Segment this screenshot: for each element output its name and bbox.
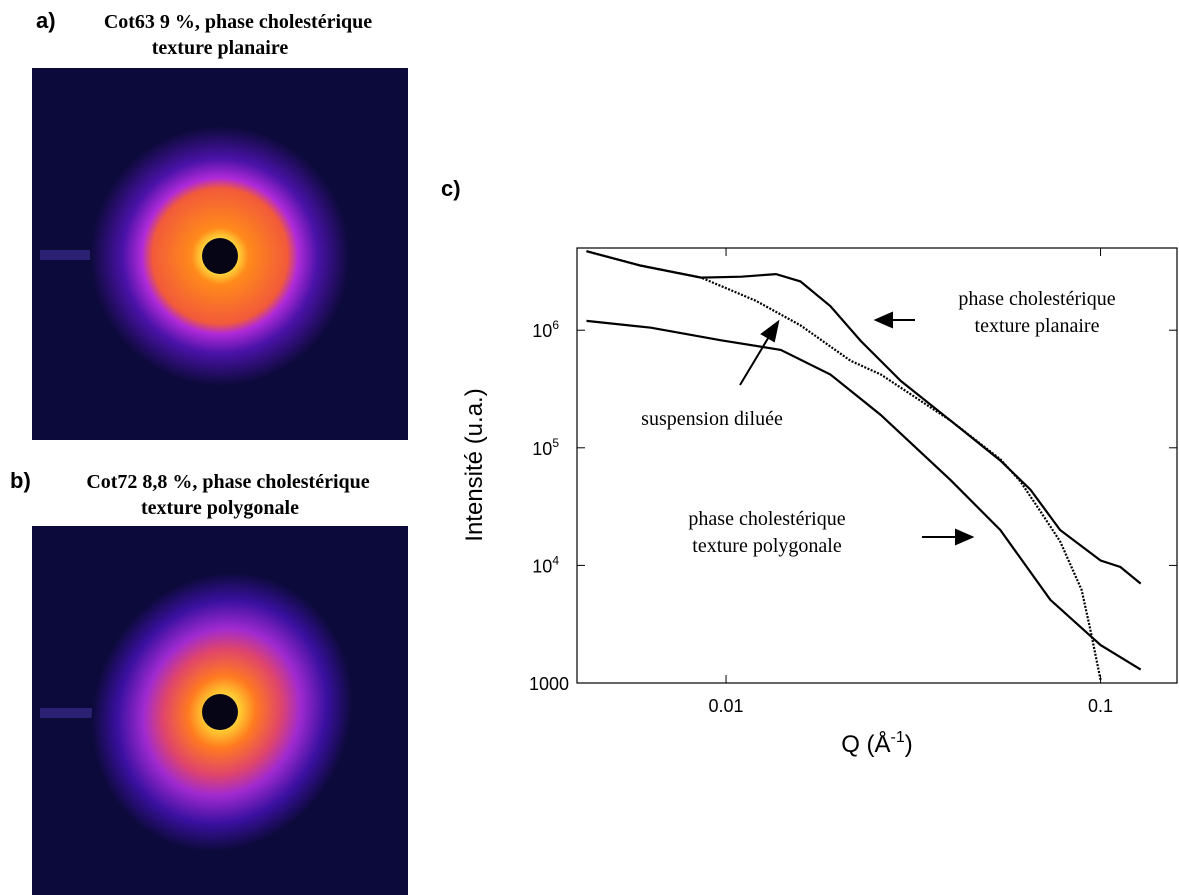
y-tick-exp: 4 (552, 553, 559, 567)
beam-center (202, 238, 238, 274)
arrows (739, 311, 975, 546)
y-tick-label: 104 (532, 553, 559, 576)
y-tick-label: 1000 (529, 674, 569, 694)
panel-title: texture planaire (152, 37, 289, 59)
beamstop (40, 708, 95, 718)
panel-letter: a) (36, 8, 56, 33)
annotation: phase cholestérique (958, 288, 1115, 310)
y-tick-base: 10 (532, 556, 552, 576)
y-tick-exp: 5 (552, 436, 559, 450)
panel-letter: c) (441, 176, 461, 201)
panel-title: Cot72 8,8 %, phase cholestérique (86, 471, 369, 493)
annotation: texture planaire (975, 315, 1100, 337)
series-line (586, 250, 1142, 585)
x-axis-label: Q (Å-1) (841, 729, 913, 758)
y-tick-base: 10 (532, 439, 552, 459)
x-axis-label-part: Q (Å (841, 730, 890, 758)
panel-letter: b) (10, 468, 31, 493)
annotation: texture polygonale (692, 535, 842, 557)
series-line (586, 250, 1102, 681)
panel-title: texture polygonale (141, 497, 299, 519)
beamstop (40, 250, 110, 260)
y-tick-label: 105 (532, 436, 559, 459)
y-axis-label: Intensité (u.a.) (461, 388, 488, 541)
panel-title: Cot63 9 %, phase cholestérique (104, 11, 372, 33)
series-line (586, 319, 1142, 671)
x-tick-label: 0.1 (1088, 696, 1113, 716)
y-tick-base: 10 (532, 321, 552, 341)
beam-center (202, 694, 238, 730)
y-tick-exp: 6 (552, 318, 559, 332)
annotation: phase cholestérique (688, 508, 845, 530)
y-tick-label: 106 (532, 318, 559, 341)
x-tick-label: 0.01 (709, 696, 744, 716)
plot-frame (576, 247, 1178, 684)
x-axis-label-part: -1 (891, 729, 905, 746)
x-axis-label-part: ) (905, 731, 913, 758)
annotation: suspension diluée (641, 408, 783, 430)
